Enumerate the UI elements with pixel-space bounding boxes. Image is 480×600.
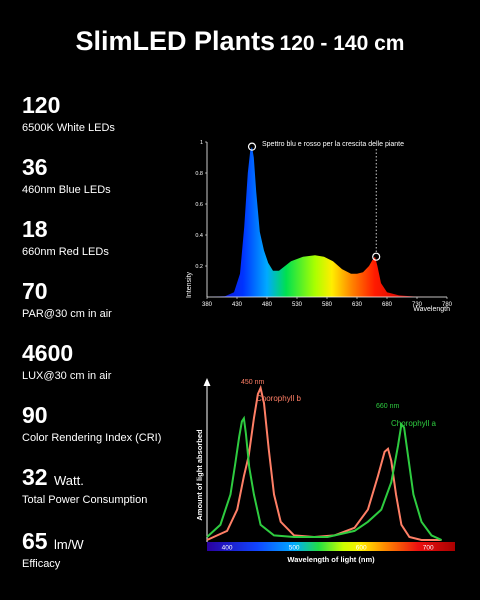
y-tick-label: 0.6	[195, 202, 203, 208]
x-tick-label: 600	[356, 545, 367, 552]
wavelength-color-bar	[207, 542, 455, 551]
peak-label-450: 450 nm	[241, 379, 265, 386]
x-tick-label: 430	[232, 302, 243, 308]
spec-par: 70 PAR@30 cm in air	[22, 278, 112, 321]
legend-label-chlorophyll-b: Chorophyll b	[256, 394, 301, 403]
y-axis-label: Amount of light absorbed	[195, 429, 204, 521]
spectrum-area	[207, 146, 447, 297]
x-axis-label: Wavelength	[413, 306, 450, 313]
title-main: SlimLED Plants	[75, 26, 276, 56]
page-title: SlimLED Plants 120 - 140 cm	[0, 26, 480, 57]
title-size: 120 - 140 cm	[279, 32, 405, 55]
spec-value: 65	[22, 528, 48, 554]
x-axis-label: Wavelength of light (nm)	[287, 555, 375, 564]
spec-red-leds: 18 660nm Red LEDs	[22, 216, 109, 259]
x-tick-label: 530	[292, 302, 303, 308]
legend-label-chlorophyll-a: Chorophyll a	[391, 419, 436, 428]
spec-label: PAR@30 cm in air	[22, 308, 112, 320]
spec-label: 660nm Red LEDs	[22, 246, 109, 258]
spectrum-chart: 0.2 0.4 0.6 0.8 1 380 430 480 530 580 630 680 730 78…	[186, 140, 453, 313]
spec-value: 70	[22, 278, 48, 304]
spec-efficacy: 65 lm/W Efficacy	[22, 528, 84, 571]
x-tick-label: 480	[262, 302, 273, 308]
annotation-text: Spettro blu e rosso per la crescita dell…	[262, 141, 404, 148]
spec-label: 6500K White LEDs	[22, 122, 115, 134]
spec-label: Efficacy	[22, 558, 61, 570]
peak-label-660: 660 nm	[376, 403, 400, 410]
spec-value: 90	[22, 402, 48, 428]
spec-label: LUX@30 cm in air	[22, 370, 112, 382]
spec-unit: lm/W	[53, 537, 84, 552]
spec-value: 120	[22, 92, 61, 118]
y-axis-label: Intensity	[186, 271, 193, 298]
spec-value: 4600	[22, 340, 74, 366]
x-tick-label: 380	[202, 302, 213, 308]
y-axis-arrow	[203, 378, 211, 386]
series-line-chlorophyll-b	[206, 384, 442, 541]
y-tick-label: 0.4	[195, 233, 203, 239]
spec-label: 460nm Blue LEDs	[22, 184, 111, 196]
x-tick-label: 680	[382, 302, 393, 308]
peak-marker-red	[372, 252, 381, 261]
x-tick-label: 500	[289, 545, 300, 552]
x-tick-label: 700	[423, 545, 434, 552]
spec-white-leds: 120 6500K White LEDs	[22, 92, 115, 135]
x-tick-label: 400	[222, 545, 233, 552]
series-line-chlorophyll-a	[206, 415, 443, 541]
spec-value: 36	[22, 154, 48, 180]
x-tick-label: 630	[352, 302, 363, 308]
y-tick-label: 1	[200, 140, 203, 146]
peak-marker-blue	[247, 142, 257, 151]
absorption-chart: 400 500 600 700 450 nm 660 nm Chorophyll b …	[195, 378, 455, 564]
x-tick-label: 580	[322, 302, 333, 308]
spec-label: Color Rendering Index (CRI)	[22, 432, 162, 444]
spec-lux: 4600 LUX@30 cm in air	[22, 340, 111, 383]
spec-unit: Watt.	[53, 473, 84, 488]
spec-cri: 90 Color Rendering Index (CRI)	[22, 402, 161, 445]
spec-value: 32	[22, 464, 48, 490]
spec-power: 32 Watt. Total Power Consumption	[22, 464, 147, 507]
x-tick-label: 780	[442, 302, 453, 308]
x-tick-label: 730	[412, 302, 423, 308]
y-tick-label: 0.2	[195, 264, 203, 270]
spec-blue-leds: 36 460nm Blue LEDs	[22, 154, 111, 197]
spec-label: Total Power Consumption	[22, 494, 148, 506]
y-tick-label: 0.8	[195, 171, 203, 177]
spec-value: 18	[22, 216, 48, 242]
